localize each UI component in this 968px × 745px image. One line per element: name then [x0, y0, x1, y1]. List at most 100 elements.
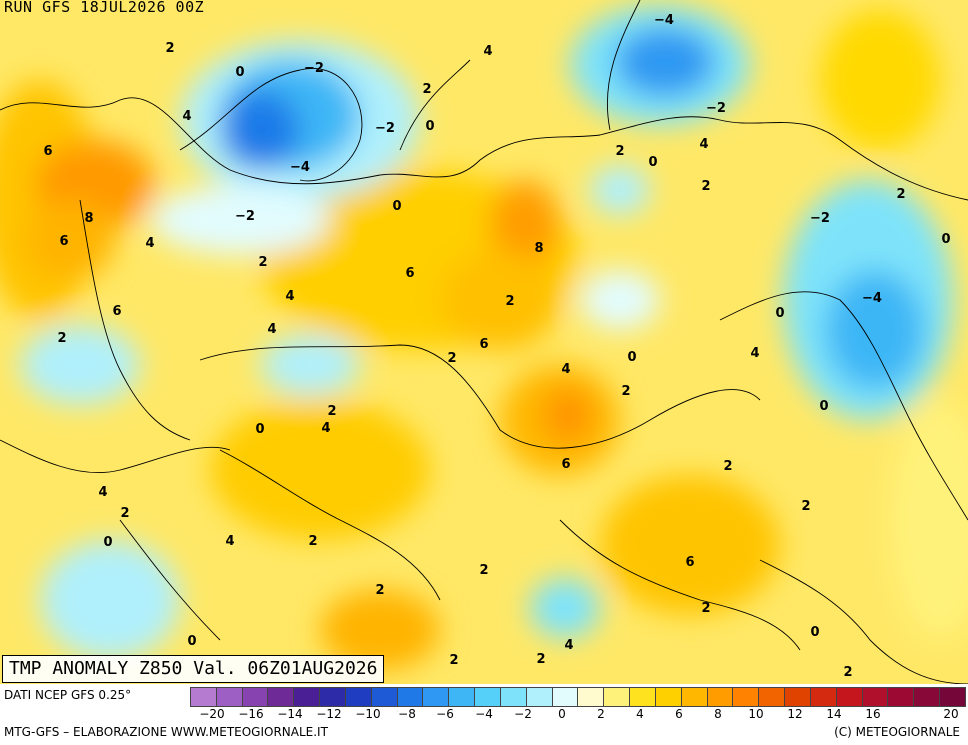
- contour-label: 2: [308, 534, 317, 549]
- contour-label: 2: [723, 459, 732, 474]
- contour-label: 4: [483, 44, 492, 59]
- colorbar-swatch: [526, 687, 553, 707]
- colorbar-tick-label: −12: [316, 707, 342, 721]
- colorbar-ticks: −20 −16 −14 −12 −10 −8 −6 −4 −2 0 2 4 6 8 10 12 14 16 20: [190, 707, 966, 723]
- colorbar-tick-label: 20: [943, 707, 959, 721]
- contour-label: 2: [843, 665, 852, 680]
- colorbar-tick-label: 0: [558, 707, 566, 721]
- colorbar-swatch: [449, 687, 476, 707]
- colorbar-swatch: [578, 687, 605, 707]
- contour-label: −4: [290, 160, 310, 175]
- colorbar-tick-label: 14: [826, 707, 842, 721]
- contour-label: 2: [479, 563, 488, 578]
- colorbar-swatch: [190, 687, 217, 707]
- contour-label: −2: [304, 61, 324, 76]
- colorbar-swatch: [475, 687, 501, 707]
- colorbar-swatch: [707, 687, 734, 707]
- colorbar-tick-label: 10: [748, 707, 764, 721]
- colorbar-swatch: [785, 687, 811, 707]
- contour-label: 6: [405, 266, 414, 281]
- contour-label: 2: [896, 187, 905, 202]
- contour-label: 0: [425, 119, 434, 134]
- colorbar-tick-label: −20: [199, 707, 225, 721]
- contour-label: 0: [775, 306, 784, 321]
- contour-label: 2: [258, 255, 267, 270]
- contour-label: 4: [321, 421, 330, 436]
- contour-label: −2: [810, 211, 830, 226]
- contour-label: 4: [225, 534, 234, 549]
- contour-label: 6: [43, 144, 52, 159]
- contour-label: 2: [801, 499, 810, 514]
- colorbar-tick-label: 6: [675, 707, 683, 721]
- colorbar-swatch: [294, 687, 321, 707]
- colorbar-swatch: [320, 687, 346, 707]
- contour-label: −2: [375, 121, 395, 136]
- contour-label: −2: [235, 209, 255, 224]
- contour-label: 0: [941, 232, 950, 247]
- colorbar-tick-label: −8: [398, 707, 416, 721]
- contour-label: 2: [120, 506, 129, 521]
- contour-label: 2: [701, 601, 710, 616]
- contour-label: 0: [255, 422, 264, 437]
- colorbar-swatch: [345, 687, 372, 707]
- contour-label: 0: [819, 399, 828, 414]
- colorbar-swatch: [681, 687, 708, 707]
- contour-label: 4: [285, 289, 294, 304]
- colorbar-swatch: [242, 687, 269, 707]
- colorbar-tick-label: 12: [787, 707, 803, 721]
- contour-label: 2: [621, 384, 630, 399]
- contour-label: 2: [447, 351, 456, 366]
- colorbar-swatch: [836, 687, 863, 707]
- contour-label: 0: [810, 625, 819, 640]
- contour-label: 4: [98, 485, 107, 500]
- colorbar-swatch: [371, 687, 398, 707]
- contour-label: −2: [706, 101, 726, 116]
- colorbar-tick-label: −4: [475, 707, 493, 721]
- contour-label: 6: [561, 457, 570, 472]
- coastlines-and-borders: [0, 0, 968, 684]
- contour-label: 2: [57, 331, 66, 346]
- contour-label: 0: [235, 65, 244, 80]
- colorbar-tick-label: −16: [238, 707, 264, 721]
- data-source: DATI NCEP GFS 0.25°: [4, 688, 132, 702]
- map-title: TMP ANOMALY Z850 Val. 06Z01AUG2026: [2, 655, 385, 683]
- contour-label: 0: [627, 350, 636, 365]
- contour-label: 4: [750, 346, 759, 361]
- colorbar-swatch: [810, 687, 837, 707]
- colorbar-swatch: [423, 687, 450, 707]
- colorbar-swatch: [733, 687, 760, 707]
- colorbar-tick-label: 2: [597, 707, 605, 721]
- contour-label: 0: [648, 155, 657, 170]
- colorbar-tick-label: 4: [636, 707, 644, 721]
- colorbar-tick-label: −6: [436, 707, 454, 721]
- credits: MTG-GFS – ELABORAZIONE WWW.METEOGIORNALE…: [4, 725, 328, 739]
- contour-label: 2: [615, 144, 624, 159]
- colorbar-swatch: [630, 687, 656, 707]
- contour-label: 0: [187, 634, 196, 649]
- contour-label: 6: [59, 234, 68, 249]
- colorbar-tick-label: −2: [514, 707, 532, 721]
- colorbar-swatch: [914, 687, 941, 707]
- colorbar-swatch: [552, 687, 579, 707]
- contour-label: 2: [165, 41, 174, 56]
- contour-label: 4: [267, 322, 276, 337]
- contour-label: 2: [536, 652, 545, 667]
- contour-label: 2: [375, 583, 384, 598]
- colorbar-swatch: [397, 687, 424, 707]
- contour-label: 6: [479, 337, 488, 352]
- colorbar-swatch: [216, 687, 243, 707]
- colorbar-swatch: [268, 687, 295, 707]
- contour-label: 4: [145, 236, 154, 251]
- colorbar-tick-label: 16: [865, 707, 881, 721]
- contour-label: 4: [182, 109, 191, 124]
- colorbar-legend: [190, 687, 966, 707]
- contour-label: −4: [654, 13, 674, 28]
- run-label: RUN GFS 18JUL2026 00Z: [4, 0, 205, 16]
- colorbar-swatch: [759, 687, 786, 707]
- contour-label: −4: [862, 291, 882, 306]
- contour-label: 2: [449, 653, 458, 668]
- contour-label: 8: [84, 211, 93, 226]
